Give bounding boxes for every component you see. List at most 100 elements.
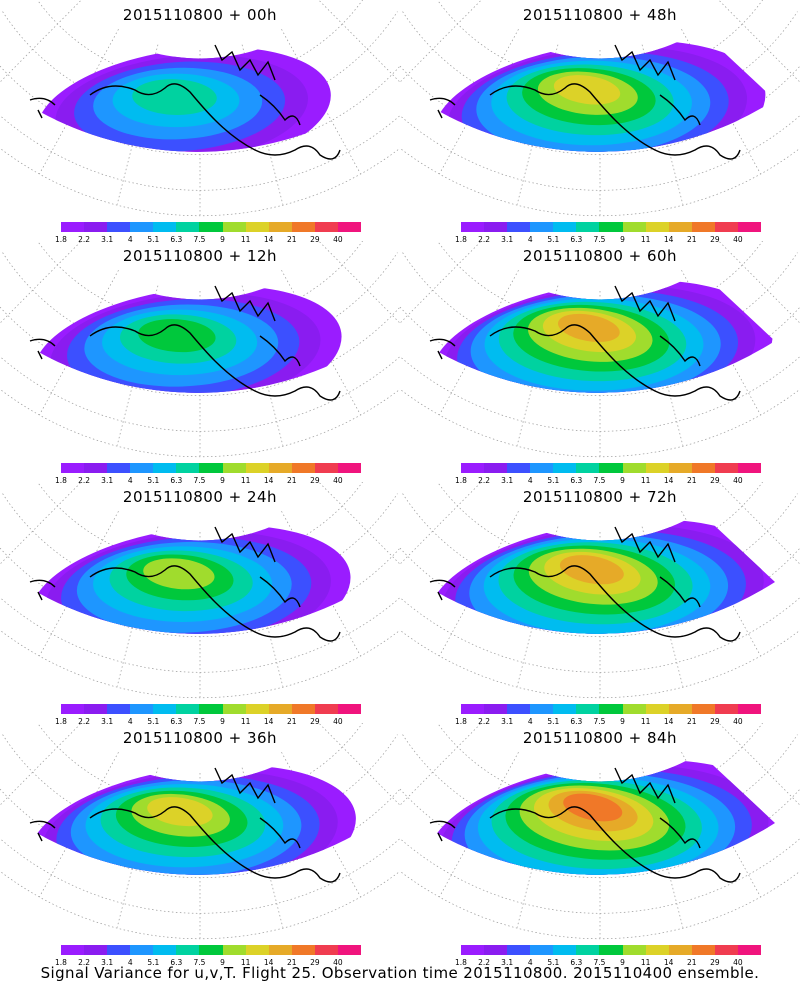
colorbar-label: 1.8 <box>455 717 467 726</box>
colorbar-swatch <box>599 945 623 955</box>
colorbar-swatch <box>291 704 315 714</box>
graticule <box>400 482 800 699</box>
colorbar <box>61 704 362 714</box>
colorbar-label: 1.8 <box>455 476 467 485</box>
colorbar-swatch <box>337 463 362 473</box>
colorbar-label: 1.8 <box>455 235 467 244</box>
colorbar-swatch <box>668 945 692 955</box>
colorbar-swatch <box>645 704 669 714</box>
variance-field <box>428 759 775 875</box>
colorbar-swatch <box>245 463 269 473</box>
colorbar-label: 40 <box>333 958 343 967</box>
graticule <box>0 241 400 458</box>
colorbar-label: 2.2 <box>478 476 491 485</box>
colorbar-label: 7.5 <box>593 717 606 726</box>
colorbar-label: 29 <box>310 958 320 967</box>
colorbar-swatch <box>314 463 338 473</box>
colorbar-label: 21 <box>686 476 697 485</box>
colorbar-label: 4 <box>527 476 533 485</box>
colorbar-label: 9 <box>620 717 625 726</box>
colorbar-swatch <box>714 463 738 473</box>
colorbar-label: 5.1 <box>547 476 560 485</box>
colorbar-label: 3.1 <box>501 958 514 967</box>
colorbar-swatch <box>553 463 577 473</box>
colorbar-label: 14 <box>263 235 274 244</box>
colorbar-label: 6.3 <box>170 476 183 485</box>
colorbar-label: 3.1 <box>501 235 514 244</box>
colorbar-label: 7.5 <box>193 958 206 967</box>
colorbar-label: 7.5 <box>593 235 606 244</box>
colorbar-label: 1.8 <box>55 476 67 485</box>
colorbar-swatch <box>599 704 623 714</box>
colorbar-label: 40 <box>733 235 743 244</box>
colorbar-swatch <box>691 704 715 714</box>
colorbar-swatch <box>222 945 246 955</box>
colorbar-swatch <box>176 704 200 714</box>
polar-map <box>400 241 800 458</box>
colorbar-swatch <box>737 463 762 473</box>
forecast-panel: 2015110800 + 24h 1.8 2.2 3.1 4 5.1 6.3 7.5 9 11 14… <box>0 482 400 727</box>
colorbar-label: 5.1 <box>147 717 160 726</box>
colorbar-swatch <box>291 945 315 955</box>
colorbar-label: 1.8 <box>55 958 67 967</box>
colorbar-label: 7.5 <box>593 476 606 485</box>
colorbar-label: 40 <box>333 717 343 726</box>
colorbar-labels: 1.8 2.2 3.1 4 5.1 6.3 7.5 9 11 14 21 29 40 <box>55 235 361 245</box>
colorbar-swatch <box>530 222 554 232</box>
colorbar-label: 40 <box>333 235 343 244</box>
colorbar-swatch <box>199 945 223 955</box>
colorbar-label: 5.1 <box>147 235 160 244</box>
colorbar-swatch <box>622 945 646 955</box>
colorbar-swatch <box>199 463 223 473</box>
forecast-panel: 2015110800 + 48h 1.8 2.2 3.1 4 5.1 6.3 7.5 9 11 14… <box>400 0 800 245</box>
colorbar-swatch <box>645 463 669 473</box>
variance-field <box>28 765 356 875</box>
graticule <box>0 482 400 699</box>
colorbar <box>461 945 762 955</box>
colorbar-swatch <box>130 945 154 955</box>
colorbar-label: 40 <box>733 958 743 967</box>
colorbar-label: 5.1 <box>547 958 560 967</box>
colorbar-label: 9 <box>220 235 225 244</box>
panel-title: 2015110800 + 60h <box>522 247 678 265</box>
colorbar-swatch <box>222 704 246 714</box>
colorbar-labels: 1.8 2.2 3.1 4 5.1 6.3 7.5 9 11 14 21 29 40 <box>55 717 361 727</box>
colorbar-label: 4 <box>527 717 533 726</box>
colorbar-labels: 1.8 2.2 3.1 4 5.1 6.3 7.5 9 11 14 21 29 40 <box>455 235 761 245</box>
colorbar-swatch <box>199 222 223 232</box>
colorbar-swatch <box>61 945 85 955</box>
panel-title: 2015110800 + 12h <box>122 247 278 265</box>
coastlines <box>429 44 741 160</box>
variance-field <box>30 525 351 634</box>
colorbar-swatch <box>484 704 508 714</box>
forecast-panel: 2015110800 + 36h 1.8 2.2 3.1 4 5.1 6.3 7.5 9 11 14… <box>0 723 400 968</box>
colorbar-swatch <box>737 222 762 232</box>
colorbar-swatch <box>507 945 531 955</box>
colorbar-swatch <box>507 463 531 473</box>
colorbar-swatch <box>84 945 108 955</box>
colorbar-swatch <box>484 945 508 955</box>
colorbar-swatch <box>507 704 531 714</box>
colorbar-label: 11 <box>240 476 251 485</box>
colorbar-swatch <box>668 463 692 473</box>
panel-title: 2015110800 + 48h <box>522 6 678 24</box>
colorbar-swatch <box>691 222 715 232</box>
colorbar-label: 21 <box>286 476 297 485</box>
colorbar-swatch <box>61 704 85 714</box>
colorbar-label: 29 <box>710 235 720 244</box>
panel-title: 2015110800 + 72h <box>522 488 678 506</box>
colorbar-label: 4 <box>127 476 133 485</box>
colorbar-label: 29 <box>710 476 720 485</box>
graticule <box>0 723 400 940</box>
colorbar-swatch <box>461 704 485 714</box>
colorbar-swatch <box>199 704 223 714</box>
colorbar-label: 3.1 <box>101 235 114 244</box>
colorbar-label: 6.3 <box>570 476 583 485</box>
variance-field <box>433 40 766 152</box>
coastlines <box>429 767 741 883</box>
colorbar-label: 11 <box>640 717 651 726</box>
colorbar-swatch <box>245 704 269 714</box>
colorbar-label: 2.2 <box>478 958 491 967</box>
colorbar-swatch <box>622 222 646 232</box>
colorbar-swatch <box>153 945 177 955</box>
